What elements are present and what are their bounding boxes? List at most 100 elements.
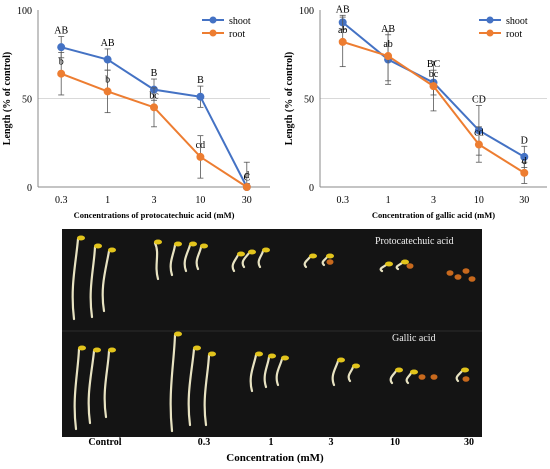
photo-top-seedling-9-stem [257,249,265,269]
photo-bottom-seedling-4-stem [187,347,196,427]
chart1-root-significance-label: bc [429,69,439,80]
photo-top-seedling-9-cotyledon [262,247,270,253]
chart1-root-point [338,37,347,46]
photo-bottom-seedling-1-cotyledon [93,347,101,353]
photo-bottom-seedling-5-stem [203,353,211,427]
photo-xlabel-10: 10 [390,437,400,448]
photo-top-seedling-6-stem [195,245,203,271]
photo-top-seedling-1-cotyledon [94,243,102,249]
photo-top-seedling-11-cotyledon [326,253,334,259]
photo-bottom-seedling-12-stem [405,371,413,385]
photo-bottom-seedling-8-cotyledon [281,355,289,361]
chart0-root-significance-label: b [59,57,64,68]
chart0-root-point [242,183,251,191]
photo-xlabel-control: Control [88,437,122,448]
chart1-x-tick-label: 3 [431,195,436,206]
photo-top-seedling-13-stem [395,261,404,271]
chart1-root-significance-label: ab [338,25,347,36]
chart0-shoot-significance-label: B [151,68,158,79]
chart1-y-tick-label: 100 [299,6,314,17]
chart-gallic: 0 50 100 0.3 1 3 10 30 Length (% of control) Conc… [284,4,547,220]
chart1-root-point [474,140,483,149]
chart1-root-point [520,168,529,177]
photo-top-seedling-5-stem [183,243,192,273]
photo-xlabel-0.3: 0.3 [197,437,211,448]
chart1-x-tick-label: 1 [386,195,391,206]
chart0-root-point [103,87,112,96]
photo-top-seed-4 [462,268,470,274]
chart0-legend-label-root: root [229,29,245,40]
chart0-root-point [150,103,158,112]
photo-row-label-protocatechuic: Protocatechuic acid [375,236,454,247]
chart0-legend-label-shoot: shoot [229,16,251,27]
photo-top-seedling-7-cotyledon [237,251,245,257]
chart1-y-tick-label: 0 [309,183,314,194]
chart1-shoot-significance-label: CD [472,95,486,106]
chart0-legend-marker-shoot [209,16,217,24]
chart0-y-tick-label: 0 [27,183,32,194]
chart1-root-significance-label: cd [474,128,483,139]
photo-top-seedling-0-cotyledon [77,235,85,241]
photo-top-seed-0 [326,259,334,265]
chart1-y-axis-title: Length (% of control) [284,52,295,145]
chart1-root-point [384,52,393,61]
photo-bottom-seedling-9-cotyledon [337,357,345,363]
seedling-photo: Protocatechuic acid Gallic acid [62,229,482,437]
chart1-legend-marker-shoot [486,16,494,24]
photo-top-seed-2 [446,270,454,276]
photo-top-seedling-12-stem [379,263,388,273]
chart1-x-tick-label: 0.3 [336,195,349,206]
photo-bottom-seedling-12-cotyledon [410,369,418,375]
photo-bottom-seedling-4-cotyledon [193,345,201,351]
photo-xlabel-30: 30 [464,437,474,448]
chart0-shoot-point [103,55,112,64]
photo-bottom-seedling-7-stem [263,355,271,389]
chart0-shoot-significance-label: B [197,75,204,86]
photo-bottom-seedling-9-stem [331,359,340,387]
chart0-root-point [57,69,66,78]
chart1-x-tick-label: 30 [519,195,529,206]
photo-top-seedling-10-cotyledon [309,253,317,259]
photo-bottom-seedling-10-stem [347,365,355,383]
photo-top-seedling-13-cotyledon [401,259,409,265]
chart1-y-tick-label: 50 [304,95,314,106]
photo-bottom-seedling-2-stem [103,349,111,419]
photo-top-seed-3 [454,274,462,280]
chart0-root-point [196,152,205,161]
photo-bottom-seedling-3-cotyledon [174,331,182,337]
photo-bottom-seedling-2-cotyledon [108,347,116,353]
chart1-shoot-significance-label: D [521,135,528,146]
photo-bottom-seedling-0-cotyledon [78,345,86,351]
chart1-root-significance-label: ab [383,39,392,50]
photo-bottom-seed-0 [418,374,426,380]
chart1-root-significance-label: d [522,156,527,167]
chart1-shoot-significance-label: AB [381,24,395,35]
photo-top-seedling-10-stem [303,255,312,269]
photo-top-seedling-0-stem [71,237,80,321]
photo-bottom-seedling-3-stem [169,333,177,433]
chart0-root-significance-label: b [105,74,110,85]
photo-bottom-seedling-0-stem [73,347,81,431]
chart1-legend-label-root: root [506,29,522,40]
photo-xlabel-3: 3 [328,437,334,448]
chart0-x-tick-label: 30 [242,195,252,206]
chart0-root-significance-label: d [244,170,249,181]
photo-bottom-seedling-7-cotyledon [268,353,276,359]
chart1-x-tick-label: 10 [474,195,484,206]
chart0-root-significance-label: bc [149,90,159,101]
chart0-y-tick-label: 50 [22,95,32,106]
chart0-x-tick-label: 3 [152,195,157,206]
photo-bottom-seedling-6-stem [249,353,258,393]
chart0-shoot-point [196,92,205,101]
chart0-shoot-point [57,43,66,52]
chart1-shoot-significance-label: AB [336,4,350,15]
photo-top-seedling-2-stem [101,249,111,313]
photo-bottom-seedling-8-stem [275,357,284,387]
photo-bottom-seedling-6-cotyledon [255,351,263,357]
photo-top-seedling-2-cotyledon [108,247,116,253]
photo-top-seedling-12-cotyledon [385,261,393,267]
photo-top-seedling-3-stem [153,241,160,281]
photo-top-seed-5 [468,276,476,282]
photo-bottom-seedling-11-stem [389,369,398,385]
chart1-root-point [429,82,438,91]
